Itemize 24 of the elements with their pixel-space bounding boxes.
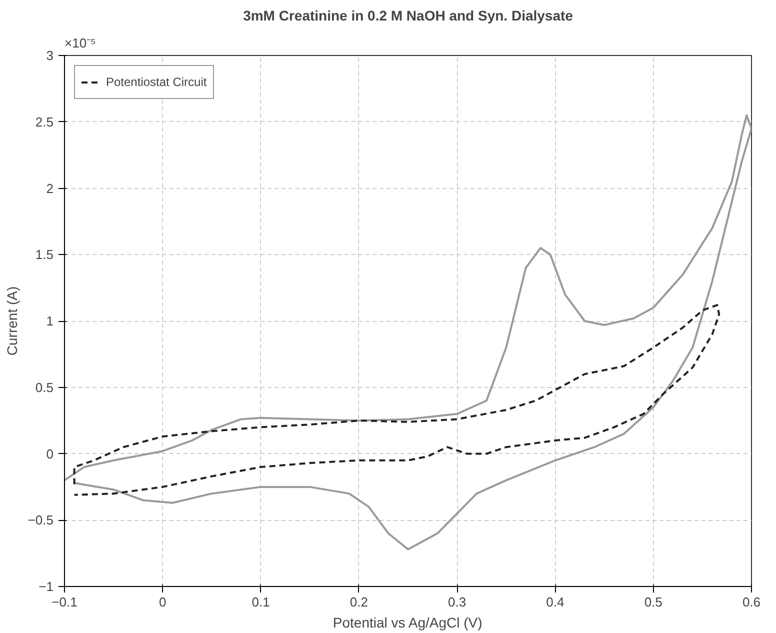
x-tick-label: 0.5 [644, 594, 662, 610]
x-tick-label: −0.1 [52, 594, 78, 610]
y-tick-label: −0.5 [28, 512, 54, 528]
y-tick-label: 3 [46, 48, 54, 63]
y-axis-title: Current (A) [4, 286, 20, 356]
x-tick-label: 0.6 [742, 594, 761, 610]
y-tick-label: 2.5 [35, 114, 54, 130]
y-tick-label: 0.5 [35, 380, 54, 395]
y-tick-label: −1 [38, 579, 54, 594]
chart-title: 3mM Creatinine in 0.2 M NaOH and Syn. Dialysate [243, 8, 574, 24]
y-tick-label: 1 [46, 314, 54, 328]
line-series [64, 114, 752, 550]
legend-label: Potentiostat Circuit [106, 75, 207, 89]
x-tick-label: 0.4 [546, 594, 564, 610]
y-tick-label: 2 [46, 180, 54, 196]
x-tick-label: 0.3 [448, 594, 466, 610]
x-tick-label: 0 [159, 594, 166, 610]
x-tick-label: 0.2 [350, 594, 368, 610]
y-tick-label: 0 [46, 446, 54, 462]
y-tick-label: 1.5 [35, 247, 54, 262]
x-axis-title: Potential vs Ag/AgCl (V) [332, 614, 482, 630]
x-tick-label: 0.1 [252, 594, 270, 610]
line-series [73, 304, 720, 496]
text: ×10⁻⁵ [64, 36, 96, 50]
